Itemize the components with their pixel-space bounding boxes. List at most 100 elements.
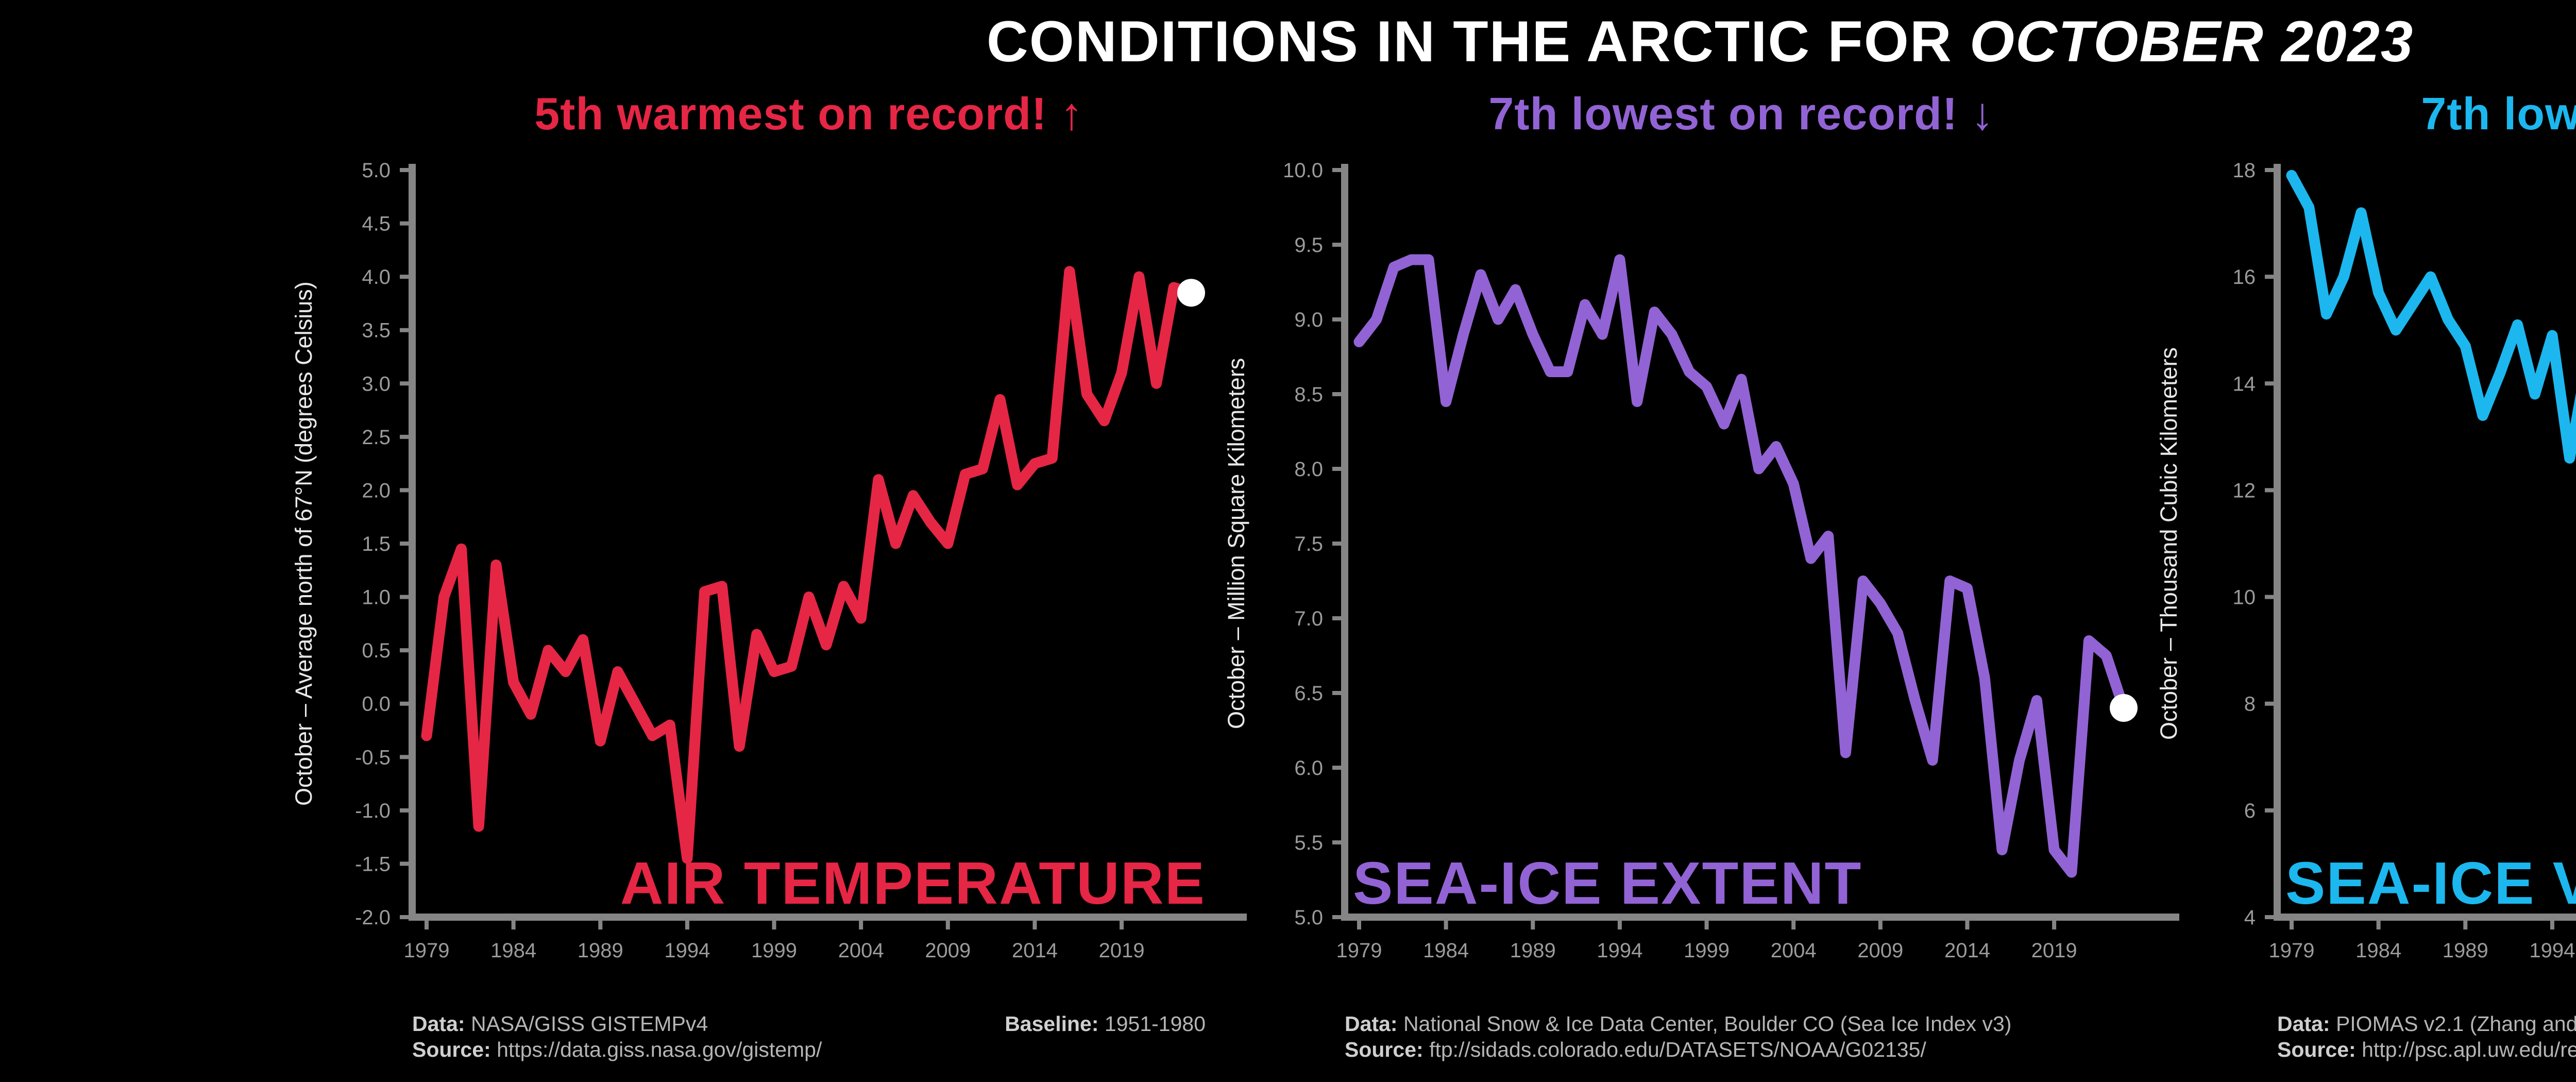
source-credit: Source: ftp://sidads.colorado.edu/DATASE… [1345, 1037, 1926, 1062]
y-tick-label: 6 [2244, 800, 2256, 822]
y-tick-label: 5.0 [1294, 906, 1323, 929]
source-label: Source: [1345, 1038, 1423, 1061]
x-tick-label: 2014 [1012, 939, 1058, 962]
chart-footer-extent: Data: National Snow & Ice Data Center, B… [1345, 1011, 2138, 1062]
y-tick-label: 4.5 [362, 213, 391, 235]
footer-line-source: Source: ftp://sidads.colorado.edu/DATASE… [1345, 1037, 2138, 1062]
latest-point-marker [1177, 279, 1205, 307]
y-tick-label: 6.5 [1294, 682, 1323, 705]
x-tick-label: 1984 [490, 939, 536, 962]
page-title: CONDITIONS IN THE ARCTIC FOR OCTOBER 202… [0, 8, 2576, 75]
page-title-date: OCTOBER 2023 [1969, 9, 2414, 74]
record-annotation-extent: 7th lowest on record! ↓ [1488, 88, 1994, 139]
panel-air-temperature: 5th warmest on record! ↑ October – Avera… [278, 88, 1257, 1082]
page-title-main: CONDITIONS IN THE ARCTIC FOR [986, 9, 1953, 74]
y-tick-label: 5.5 [1294, 832, 1323, 854]
y-tick-label: 2.5 [362, 426, 391, 449]
record-annotation-temperature: 5th warmest on record! ↑ [534, 88, 1083, 139]
source-value: https://data.giss.nasa.gov/gistemp/ [497, 1038, 822, 1061]
data-credit: Data: PIOMAS v2.1 (Zhang and Rothrock, 2… [2277, 1011, 2576, 1037]
y-tick-label: 3.5 [362, 319, 391, 342]
data-line [421, 266, 1197, 864]
x-tick-label: 1999 [751, 939, 797, 962]
data-value: NASA/GISS GISTEMPv4 [470, 1012, 708, 1036]
x-tick-label: 1994 [664, 939, 710, 962]
y-tick-label: 9.0 [1294, 309, 1323, 331]
panel-sea-ice-volume: 7th lowest on record! ↓ October – Thousa… [2143, 88, 2576, 1082]
x-tick-label: 1979 [404, 939, 450, 962]
y-tick-label: 8.0 [1294, 458, 1323, 481]
data-label: Data: [1345, 1012, 1398, 1036]
x-tick-label: 1989 [578, 939, 623, 962]
x-tick-label: 1994 [2529, 939, 2575, 962]
x-tick-label: 2004 [838, 939, 884, 962]
data-credit: Data: National Snow & Ice Data Center, B… [1345, 1011, 2011, 1037]
footer-line-data: Data: National Snow & Ice Data Center, B… [1345, 1011, 2138, 1037]
x-tick-label: 1979 [1336, 939, 1382, 962]
x-tick-label: 2019 [2031, 939, 2077, 962]
y-tick-label: 8 [2244, 693, 2256, 716]
x-tick-label: 2004 [1771, 939, 1817, 962]
data-line [2286, 170, 2576, 464]
source-label: Source: [412, 1038, 491, 1061]
chart-name: SEA-ICE VOLUME [2285, 850, 2576, 917]
x-tick-label: 2009 [1857, 939, 1903, 962]
x-tick-label: 1984 [2355, 939, 2401, 962]
chart-sea-ice-volume: 1816141210864197919841989199419992004200… [2233, 159, 2576, 962]
y-tick-label: 10.0 [1283, 159, 1323, 182]
panel-sea-ice-extent: 7th lowest on record! ↓ October – Millio… [1211, 88, 2190, 1082]
source-credit: Source: https://data.giss.nasa.gov/giste… [412, 1037, 822, 1062]
x-tick-label: 2014 [1944, 939, 1990, 962]
y-tick-label: -0.5 [355, 746, 391, 769]
y-tick-label: 3.0 [362, 373, 391, 395]
data-label: Data: [412, 1012, 465, 1036]
y-tick-label: -1.5 [355, 853, 391, 875]
footer-line-data: Data: PIOMAS v2.1 (Zhang and Rothrock, 2… [2277, 1011, 2576, 1037]
chart-air-temperature: 5.0 4.5 4.0 3.5 3.0 2.5 2.0 1.5 1.0 0.5 0.0 -0.5 -1.… [355, 159, 1247, 962]
baseline-note: Baseline: 1951-1980 [1005, 1011, 1206, 1037]
footer-line-source: Source: http://psc.apl.uw.edu/research/p… [2277, 1037, 2576, 1062]
x-tick-label: 1999 [1684, 939, 1730, 962]
chart-footer-temperature: Data: NASA/GISS GISTEMPv4 Baseline: 1951… [412, 1011, 1206, 1062]
y-tick-label: 0.0 [362, 693, 391, 716]
data-credit: Data: NASA/GISS GISTEMPv4 [412, 1011, 708, 1037]
y-tick-label: 6.0 [1294, 757, 1323, 780]
y-tick-label: 8.5 [1294, 383, 1323, 406]
footer-line-data: Data: NASA/GISS GISTEMPv4 Baseline: 1951… [412, 1011, 1206, 1037]
data-line [1353, 254, 2129, 878]
source-value: ftp://sidads.colorado.edu/DATASETS/NOAA/… [1429, 1038, 1926, 1061]
y-tick-label: 12 [2233, 479, 2256, 502]
y-tick-label: 7.0 [1294, 607, 1323, 630]
source-label: Source: [2277, 1038, 2356, 1061]
baseline-value: 1951-1980 [1104, 1012, 1206, 1036]
source-credit: Source: http://psc.apl.uw.edu/research/p… [2277, 1037, 2576, 1062]
y-tick-label: 2.0 [362, 479, 391, 502]
x-tick-label: 1989 [2443, 939, 2488, 962]
data-value: PIOMAS v2.1 (Zhang and Rothrock, 2003; S… [2335, 1012, 2576, 1036]
y-tick-label: 4 [2244, 906, 2256, 929]
y-tick-label: -2.0 [355, 906, 391, 929]
y-tick-label: 1.5 [362, 533, 391, 555]
baseline-label: Baseline: [1005, 1012, 1099, 1036]
record-annotation-volume: 7th lowest on record! ↓ [2421, 88, 2576, 139]
data-label: Data: [2277, 1012, 2330, 1036]
y-tick-label: 10 [2233, 586, 2256, 609]
y-tick-label: 14 [2233, 373, 2256, 395]
chart-name: SEA-ICE EXTENT [1353, 850, 1862, 917]
y-tick-label: 7.5 [1294, 533, 1323, 555]
x-tick-label: 1994 [1597, 939, 1642, 962]
chart-name: AIR TEMPERATURE [620, 850, 1206, 917]
y-tick-label: 1.0 [362, 586, 391, 609]
footer-line-source: Source: https://data.giss.nasa.gov/giste… [412, 1037, 1206, 1062]
source-value: http://psc.apl.uw.edu/research/projects/… [2362, 1038, 2576, 1061]
x-tick-label: 1979 [2269, 939, 2315, 962]
y-tick-label: -1.0 [355, 800, 391, 822]
y-tick-label: 4.0 [362, 266, 391, 289]
x-tick-label: 1984 [1423, 939, 1469, 962]
y-tick-label: 16 [2233, 266, 2256, 289]
y-tick-label: 18 [2233, 159, 2256, 182]
x-tick-label: 2009 [925, 939, 971, 962]
chart-footer-volume: Data: PIOMAS v2.1 (Zhang and Rothrock, 2… [2277, 1011, 2576, 1062]
x-tick-label: 2019 [1099, 939, 1145, 962]
